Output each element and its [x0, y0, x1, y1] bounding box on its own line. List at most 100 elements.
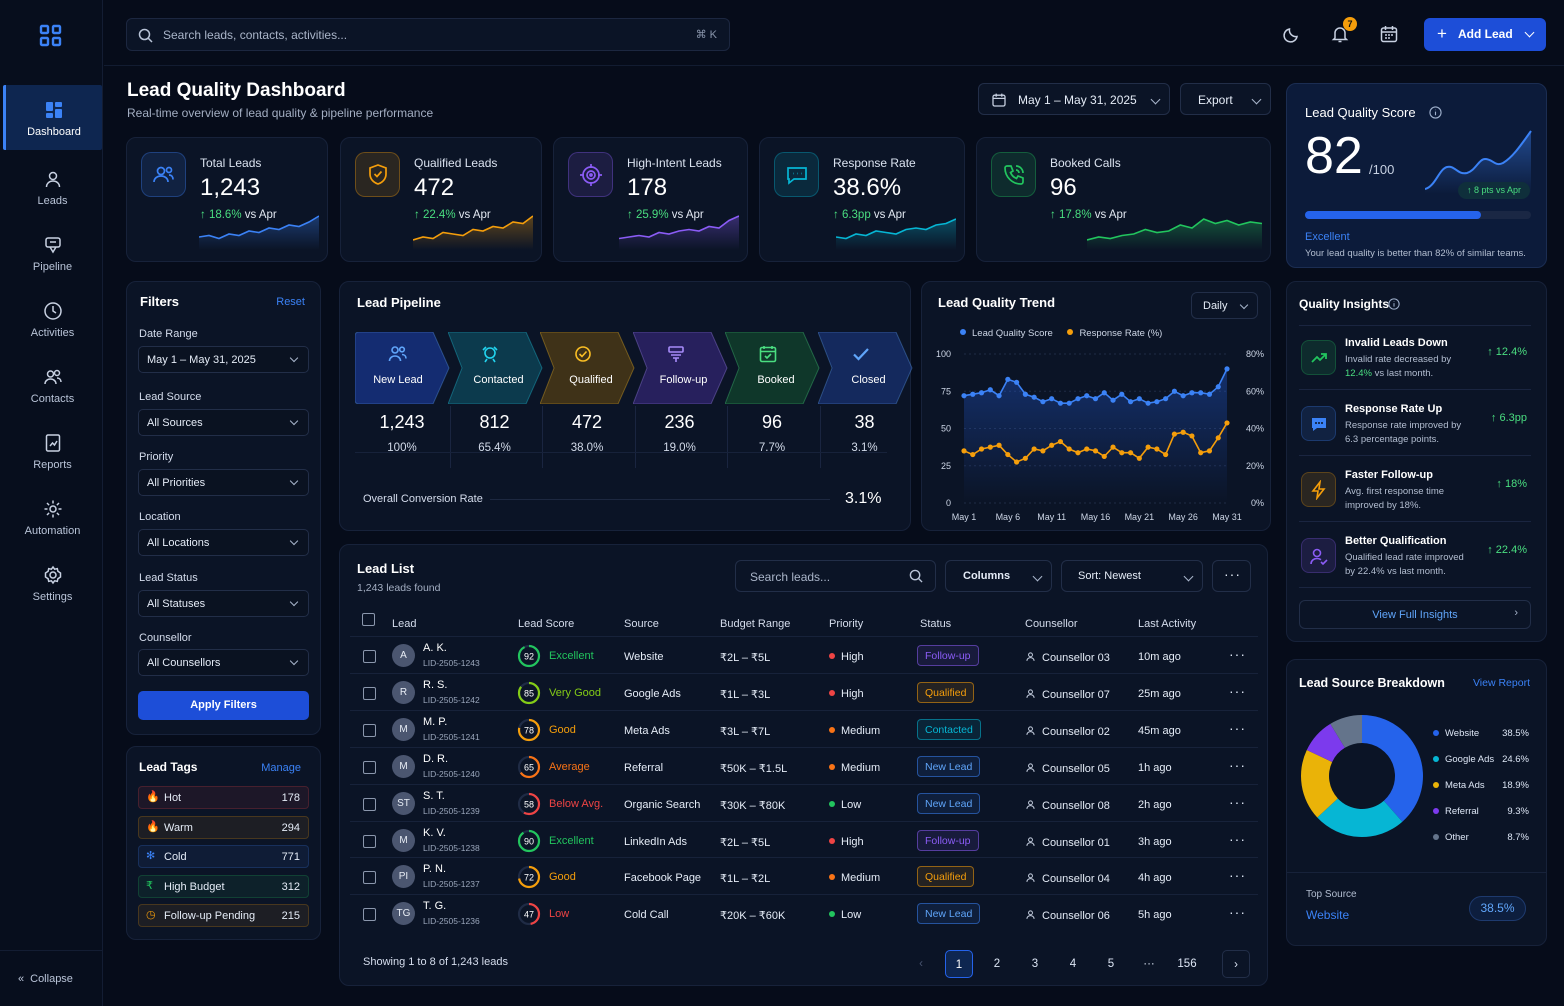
nav-dashboard[interactable]: Dashboard: [3, 85, 102, 150]
insight-item[interactable]: Faster Follow-up Avg. first response time…: [1299, 460, 1531, 522]
row-more-button[interactable]: ···: [1229, 757, 1246, 773]
tag-item[interactable]: 🔥 Hot 178: [138, 786, 309, 809]
columns-button[interactable]: Columns: [945, 560, 1052, 592]
table-row[interactable]: R R. S. LID-2505-1242 85 Very Good Google Ads…: [350, 672, 1258, 710]
row-more-button[interactable]: ···: [1229, 867, 1246, 883]
row-more-button[interactable]: ···: [1229, 720, 1246, 736]
global-search-input[interactable]: Search leads, contacts, activities... ⌘ …: [126, 18, 730, 51]
table-row[interactable]: TG T. G. LID-2505-1236 47 Low Cold Call ₹20K –…: [350, 894, 1258, 931]
calendar-button[interactable]: [1375, 20, 1403, 48]
theme-toggle-button[interactable]: [1278, 20, 1306, 48]
app-logo-icon[interactable]: [38, 23, 64, 52]
row-checkbox[interactable]: [363, 797, 376, 811]
lead-name[interactable]: A. K.: [423, 642, 447, 654]
reset-filters-link[interactable]: Reset: [276, 296, 305, 308]
lead-name[interactable]: P. N.: [423, 863, 447, 876]
page-button[interactable]: 4: [1069, 958, 1077, 970]
nav-activities[interactable]: Activities: [3, 287, 102, 351]
kpi-card[interactable]: High-Intent Leads 178 ↑ 25.9% vs Apr: [553, 137, 748, 262]
pipeline-stage[interactable]: Booked: [725, 332, 821, 404]
date-range-select[interactable]: May 1 – May 31, 2025: [138, 346, 309, 373]
counsellor-select[interactable]: All Counsellors: [138, 649, 309, 676]
location-select[interactable]: All Locations: [138, 529, 309, 556]
tag-item[interactable]: 🔥 Warm 294: [138, 815, 309, 839]
next-page-button[interactable]: ›: [1222, 950, 1250, 978]
lead-name[interactable]: K. V.: [423, 826, 446, 839]
pipeline-stage[interactable]: Follow-up: [632, 332, 729, 404]
lead-status-select[interactable]: All Statuses: [138, 590, 309, 617]
page-button[interactable]: ···: [1143, 958, 1155, 970]
column-header[interactable]: Last Activity: [1138, 618, 1197, 630]
tag-item[interactable]: ◷ Follow-up Pending 215: [138, 904, 309, 927]
notifications-button[interactable]: [1326, 20, 1354, 48]
priority-select[interactable]: All Priorities: [138, 469, 309, 496]
view-report-link[interactable]: View Report: [1472, 677, 1530, 689]
table-row[interactable]: ST S. T. LID-2505-1239 58 Below Avg. Organic …: [350, 783, 1258, 821]
lead-search-input[interactable]: Search leads...: [735, 560, 936, 592]
row-more-button[interactable]: ···: [1229, 646, 1246, 662]
nav-reports[interactable]: Reports: [3, 419, 102, 483]
donut-slice[interactable]: [1330, 715, 1362, 748]
pipeline-stage[interactable]: Contacted: [447, 332, 544, 404]
donut-slice[interactable]: [1317, 798, 1403, 837]
apply-filters-button[interactable]: Apply Filters: [138, 691, 309, 720]
page-button[interactable]: 2: [993, 958, 1001, 970]
kpi-card[interactable]: Response Rate 38.6% ↑ 6.3pp vs Apr: [759, 137, 965, 262]
lead-name[interactable]: M. P.: [423, 715, 448, 728]
kpi-card[interactable]: Total Leads 1,243 ↑ 18.6% vs Apr: [126, 137, 328, 262]
row-checkbox[interactable]: [363, 760, 376, 774]
table-row[interactable]: M M. P. LID-2505-1241 78 Good Meta Ads ₹3L – ₹…: [350, 709, 1258, 747]
insight-item[interactable]: Better Qualification Qualified lead rate …: [1299, 526, 1531, 588]
row-checkbox[interactable]: [363, 834, 376, 848]
pipeline-stage[interactable]: New Lead: [355, 332, 451, 404]
row-more-button[interactable]: ···: [1229, 831, 1246, 847]
column-header[interactable]: Priority: [829, 618, 864, 630]
prev-page-button[interactable]: ‹: [907, 950, 935, 978]
row-checkbox[interactable]: [363, 650, 376, 663]
date-range-picker[interactable]: May 1 – May 31, 2025: [978, 83, 1170, 115]
page-button[interactable]: 3: [1031, 958, 1039, 970]
period-select[interactable]: Daily: [1191, 292, 1258, 319]
kpi-card[interactable]: Qualified Leads 472 ↑ 22.4% vs Apr: [340, 137, 542, 262]
row-checkbox[interactable]: [363, 686, 376, 700]
page-button[interactable]: 156: [1177, 958, 1197, 970]
select-all-checkbox[interactable]: [362, 613, 375, 626]
nav-automation[interactable]: Automation: [3, 485, 102, 549]
donut-slice[interactable]: [1306, 723, 1345, 762]
info-icon[interactable]: [1388, 298, 1400, 310]
pipeline-stage[interactable]: Qualified: [540, 332, 636, 404]
column-header[interactable]: Status: [920, 618, 952, 630]
insight-item[interactable]: Invalid Leads Down Invalid rate decreased…: [1299, 328, 1531, 390]
table-row[interactable]: M D. R. LID-2505-1240 65 Average Referral ₹50K…: [350, 746, 1258, 784]
table-row[interactable]: PI P. N. LID-2505-1237 72 Good Facebook Page ₹…: [350, 857, 1258, 894]
pipeline-stage[interactable]: Closed: [817, 332, 914, 404]
donut-slice[interactable]: [1362, 715, 1423, 822]
page-button[interactable]: 1: [945, 950, 973, 978]
row-checkbox[interactable]: [363, 908, 376, 922]
more-options-button[interactable]: ···: [1212, 560, 1251, 592]
column-header[interactable]: Lead Score: [518, 618, 575, 630]
add-lead-button[interactable]: + Add Lead: [1424, 18, 1546, 51]
manage-tags-link[interactable]: Manage: [261, 762, 301, 774]
row-more-button[interactable]: ···: [1229, 683, 1246, 699]
tag-item[interactable]: ₹ High Budget 312: [138, 874, 309, 898]
nav-contacts[interactable]: Contacts: [3, 353, 102, 417]
lead-name[interactable]: T. G.: [423, 900, 447, 913]
insight-item[interactable]: Response Rate Up Response rate improved b…: [1299, 394, 1531, 456]
export-button[interactable]: Export: [1180, 83, 1271, 115]
column-header[interactable]: Lead: [392, 618, 417, 630]
donut-slice[interactable]: [1301, 750, 1338, 818]
table-row[interactable]: M K. V. LID-2505-1238 90 Excellent LinkedIn A…: [350, 820, 1258, 858]
nav-settings[interactable]: Settings: [3, 551, 102, 615]
column-header[interactable]: Budget Range: [720, 618, 791, 630]
collapse-button[interactable]: « Collapse: [0, 950, 103, 1006]
kpi-card[interactable]: Booked Calls 96 ↑ 17.8% vs Apr: [976, 137, 1271, 262]
sort-select[interactable]: Sort: Newest: [1061, 560, 1203, 592]
page-button[interactable]: 5: [1107, 958, 1115, 970]
nav-pipeline[interactable]: Pipeline: [3, 221, 102, 285]
column-header[interactable]: Counsellor: [1025, 618, 1078, 630]
lead-name[interactable]: R. S.: [423, 678, 448, 691]
row-checkbox[interactable]: [363, 871, 376, 885]
tag-item[interactable]: ✻ Cold 771: [138, 845, 309, 868]
lead-name[interactable]: D. R.: [423, 752, 449, 765]
